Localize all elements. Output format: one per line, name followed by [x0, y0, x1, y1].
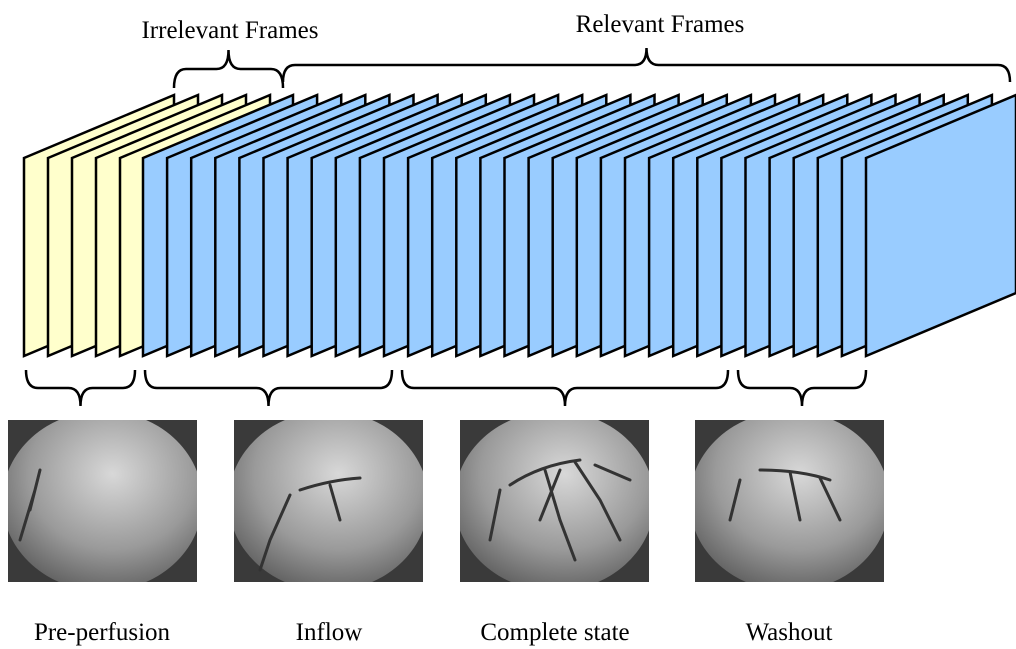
relevant-label: Relevant Frames: [576, 11, 745, 38]
figure: Irrelevant Frames Relevant Frames Pre-pe…: [0, 0, 1016, 649]
phase-label: Washout: [746, 619, 833, 646]
phase-label: Inflow: [296, 619, 363, 646]
brace: [26, 370, 135, 406]
brace: [402, 370, 728, 406]
irrelevant-label: Irrelevant Frames: [141, 17, 318, 44]
brace: [283, 48, 1010, 82]
angiogram-disc: [690, 411, 890, 591]
phase-label: Pre-perfusion: [34, 619, 171, 646]
brace: [145, 370, 392, 406]
angiograms: [3, 411, 890, 591]
brace: [738, 370, 866, 406]
brace: [174, 50, 283, 88]
frame-stack: [24, 95, 1016, 356]
phase-label: Complete state: [480, 619, 629, 646]
angiogram-disc: [229, 411, 429, 591]
